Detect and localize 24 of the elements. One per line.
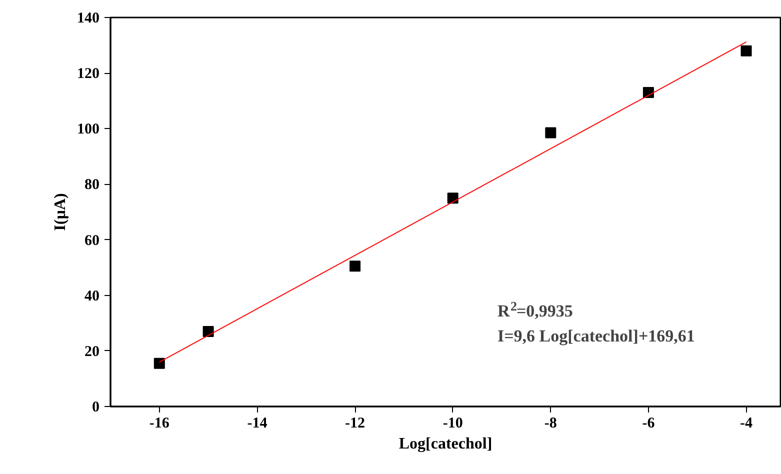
point: [202, 326, 214, 337]
x-tick-label: -10: [442, 416, 463, 432]
point: [154, 358, 165, 369]
y-tick-label: 140: [77, 10, 100, 26]
y-tick-label: 40: [84, 288, 100, 304]
point: [447, 192, 458, 204]
x-tick-label: -4: [740, 416, 754, 432]
x-tick-label: -12: [345, 416, 366, 432]
point: [350, 260, 361, 272]
x-tick-label: -8: [544, 416, 557, 432]
y-tick-label: 100: [77, 122, 100, 138]
x-axis-title: Log[catechol]: [398, 436, 492, 452]
x-tick-label: -6: [642, 416, 656, 432]
point: [740, 45, 752, 56]
y-tick-label: 20: [84, 344, 100, 360]
x-tick-label: -16: [149, 416, 170, 432]
y-tick-label: 80: [84, 177, 100, 194]
y-tick-label: 60: [84, 232, 100, 249]
y-tick-label: 0: [92, 400, 100, 416]
y-tick-label: 120: [77, 66, 100, 82]
annotation: I=9,6 Log[catechol]+169,61: [498, 326, 695, 346]
y-axis-title: I(µA): [52, 193, 69, 231]
point: [545, 127, 556, 138]
x-tick-label: -14: [247, 416, 268, 432]
